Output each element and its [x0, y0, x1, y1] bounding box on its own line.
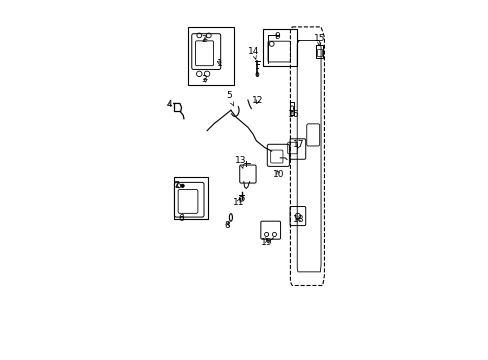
- Text: 15: 15: [314, 33, 325, 46]
- Text: 16: 16: [288, 110, 299, 119]
- Text: 12: 12: [252, 95, 263, 104]
- Text: 4: 4: [166, 100, 171, 109]
- Text: 19: 19: [261, 238, 272, 247]
- Text: 11: 11: [232, 198, 244, 207]
- Text: 7: 7: [173, 181, 179, 190]
- Bar: [173, 177, 207, 219]
- Text: 18: 18: [293, 215, 304, 224]
- Text: 17: 17: [293, 140, 304, 149]
- Bar: [188, 27, 234, 85]
- Text: 10: 10: [272, 170, 284, 179]
- Text: 14: 14: [247, 47, 259, 59]
- Text: 3: 3: [201, 75, 207, 84]
- Text: 5: 5: [226, 91, 233, 106]
- Text: 8: 8: [224, 221, 229, 230]
- Text: 2: 2: [201, 35, 207, 44]
- Text: 9: 9: [273, 32, 279, 41]
- Text: 6: 6: [178, 214, 184, 223]
- Bar: [315, 45, 323, 58]
- Bar: [263, 28, 297, 66]
- Text: 1: 1: [217, 59, 223, 68]
- Text: 13: 13: [234, 156, 245, 168]
- Circle shape: [181, 184, 184, 188]
- Bar: [317, 49, 322, 56]
